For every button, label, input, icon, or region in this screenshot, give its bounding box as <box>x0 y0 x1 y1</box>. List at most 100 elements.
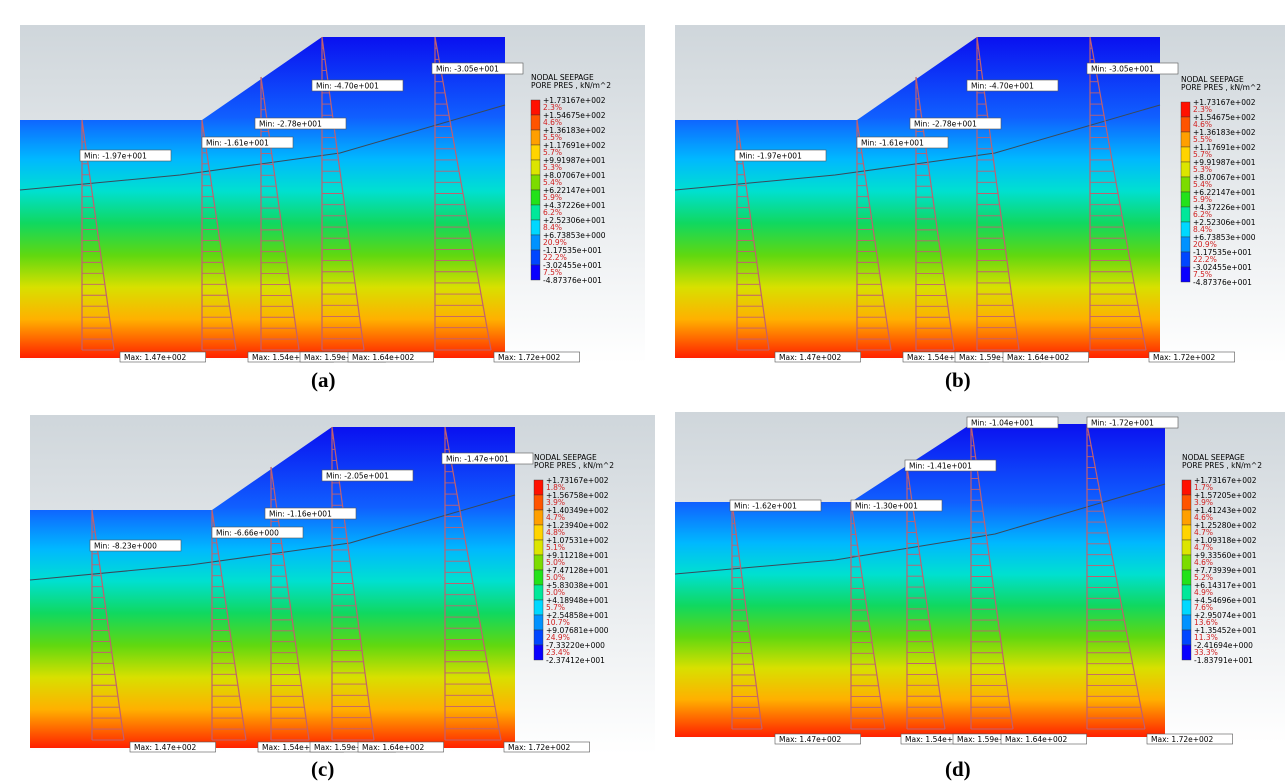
min-label-box <box>311 79 404 92</box>
legend-value: -3.02455e+001 <box>543 261 602 270</box>
legend-swatch <box>1181 494 1192 511</box>
legend-value: +1.36183e+002 <box>1193 128 1256 137</box>
max-label: Max: 1.54e+002 <box>262 743 325 752</box>
legend-swatch <box>1181 539 1192 556</box>
min-label: Min: -4.70e+001 <box>971 82 1034 91</box>
legend-percent: 5.1% <box>546 543 565 552</box>
legend-percent: 11.3% <box>1194 633 1218 642</box>
max-label-box <box>503 741 590 753</box>
water-table-line <box>19 104 506 191</box>
min-label: Min: -1.04e+001 <box>971 419 1034 428</box>
legend-value: +6.22147e+001 <box>543 186 606 195</box>
pressure-profile <box>1086 423 1146 730</box>
legend-value: +1.40349e+002 <box>546 506 609 515</box>
legend-value: +2.54858e+001 <box>546 611 609 620</box>
legend-value: +6.14317e+001 <box>1194 581 1257 590</box>
legend-percent: 5.9% <box>1193 195 1212 204</box>
min-label-box <box>254 117 347 130</box>
legend-swatch <box>533 644 544 661</box>
max-label: Max: 1.54e+002 <box>252 353 315 362</box>
caption-b: (b) <box>945 368 971 392</box>
legend-percent: 5.5% <box>1193 135 1212 144</box>
max-label-box <box>1148 351 1235 363</box>
pressure-profile <box>444 426 502 741</box>
pressure-profile <box>856 119 892 351</box>
legend-value: +9.07681e+000 <box>546 626 609 635</box>
legend-percent: 2.3% <box>1193 105 1212 114</box>
max-label: Max: 1.54e+002 <box>905 735 968 744</box>
legend-value: -4.87376e+001 <box>543 276 602 285</box>
legend-percent: 4.7% <box>546 513 565 522</box>
legend-percent: 24.9% <box>546 633 570 642</box>
max-label: Max: 1.64e+002 <box>362 743 425 752</box>
legend-percent: 4.6% <box>1194 558 1213 567</box>
max-label: Max: 1.47e+002 <box>779 735 842 744</box>
legend-percent: 4.6% <box>1194 513 1213 522</box>
min-label-box <box>909 117 1002 130</box>
legend-value: -2.41694e+000 <box>1194 641 1253 650</box>
legend-value: +1.25280e+002 <box>1194 521 1257 530</box>
max-label: Max: 1.47e+002 <box>134 743 197 752</box>
min-label: Min: -3.05e+001 <box>436 65 499 74</box>
min-label: Min: -1.97e+001 <box>84 152 147 161</box>
legend-value: +4.18948e+001 <box>546 596 609 605</box>
min-label: Min: -1.41e+001 <box>909 462 972 471</box>
pressure-profile <box>1089 36 1147 351</box>
max-label: Max: 1.47e+002 <box>124 353 187 362</box>
legend-percent: 5.7% <box>1193 150 1212 159</box>
max-label-box <box>347 351 434 363</box>
legend-title: NODAL SEEPAGE <box>534 453 597 462</box>
legend-value: +1.41243e+002 <box>1194 506 1257 515</box>
legend-percent: 4.6% <box>543 118 562 127</box>
legend-percent: 5.0% <box>546 573 565 582</box>
legend-value: +1.54675e+002 <box>1193 113 1256 122</box>
legend-percent: 6.2% <box>543 208 562 217</box>
legend-value: +1.07531e+002 <box>546 536 609 545</box>
min-label: Min: -2.05e+001 <box>326 472 389 481</box>
legend-percent: 8.4% <box>543 223 562 232</box>
max-label-box <box>129 741 216 753</box>
min-label: Min: -3.05e+001 <box>1091 65 1154 74</box>
max-label-box <box>774 351 861 363</box>
max-label-box <box>493 351 580 363</box>
legend-percent: 6.2% <box>1193 210 1212 219</box>
legend-value: -1.17535e+001 <box>1193 248 1252 257</box>
legend-percent: 3.9% <box>546 498 565 507</box>
min-label: Min: -1.61e+001 <box>861 139 924 148</box>
caption-c: (c) <box>311 757 335 781</box>
legend-value: -1.83791e+001 <box>1194 656 1253 665</box>
legend-value: +1.23940e+002 <box>546 521 609 530</box>
legend-unit: PORE PRES , kN/m^2 <box>1182 461 1262 470</box>
legend-swatch <box>1181 629 1192 646</box>
legend-value: +1.17691e+002 <box>543 141 606 150</box>
max-label: Max: 1.59e+002 <box>314 743 377 752</box>
legend-value: +1.35452e+001 <box>1194 626 1257 635</box>
min-label-box <box>79 149 172 162</box>
min-label-box <box>441 452 534 465</box>
min-label: Min: -1.61e+001 <box>206 139 269 148</box>
min-label-box <box>89 539 182 552</box>
legend-swatch <box>1181 509 1192 526</box>
legend-unit: PORE PRES , kN/m^2 <box>534 461 614 470</box>
legend-percent: 10.7% <box>546 618 570 627</box>
legend-value: +9.91987e+001 <box>1193 158 1256 167</box>
legend-value: +1.73167e+002 <box>546 476 609 485</box>
max-label-box <box>1000 733 1087 745</box>
legend-swatch <box>1181 599 1192 616</box>
legend-value: +8.07067e+001 <box>1193 173 1256 182</box>
pressure-profile <box>434 36 492 351</box>
legend-value: +2.52306e+001 <box>543 216 606 225</box>
min-label: Min: -1.62e+001 <box>734 502 797 511</box>
min-label-box <box>1086 416 1179 429</box>
legend-value: +9.33560e+001 <box>1194 551 1257 560</box>
min-label-box <box>729 499 822 512</box>
legend-title: NODAL SEEPAGE <box>1182 453 1245 462</box>
pressure-profile <box>731 501 763 730</box>
legend-unit: PORE PRES , kN/m^2 <box>531 81 611 90</box>
legend-value: +1.73167e+002 <box>1193 98 1256 107</box>
legend-value: +6.22147e+001 <box>1193 188 1256 197</box>
